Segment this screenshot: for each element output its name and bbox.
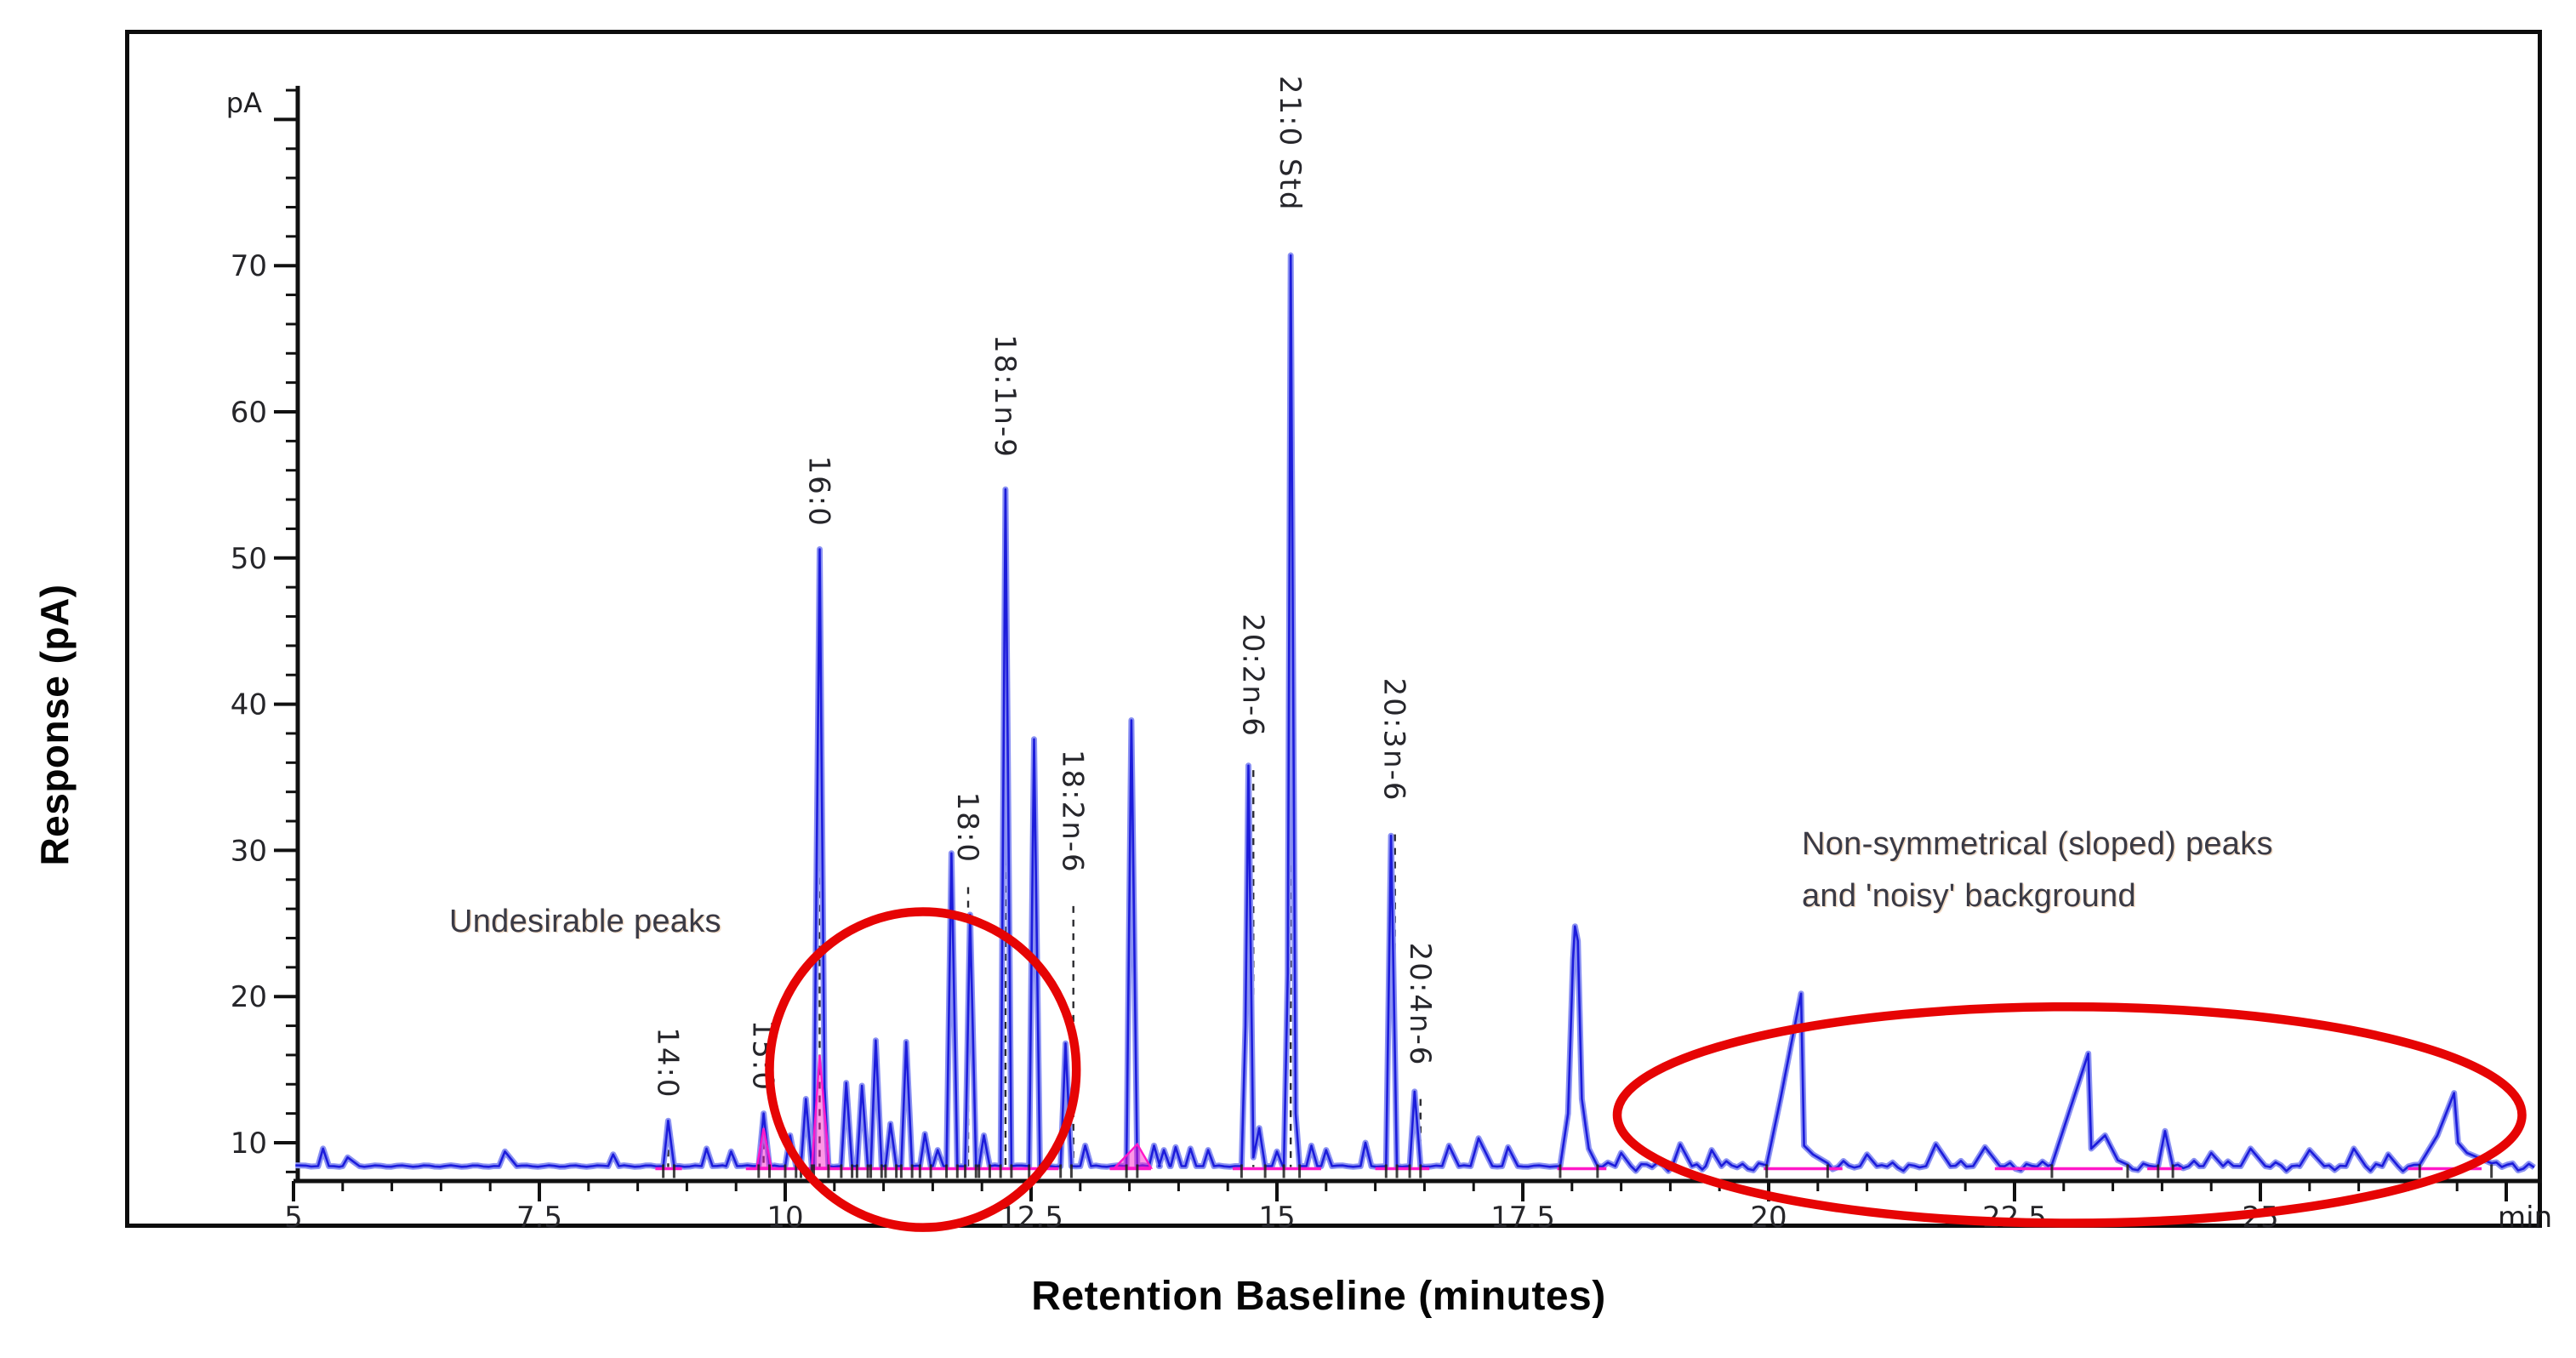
- peak-base-marker: [1059, 1164, 1063, 1178]
- peak-base-marker: [974, 1164, 977, 1178]
- peak-base-marker: [2126, 1164, 2129, 1178]
- peak-base-marker: [910, 1164, 914, 1178]
- peak-base-marker: [2050, 1164, 2054, 1178]
- x-tick-label: 5: [284, 1201, 303, 1235]
- peak-base-marker: [1765, 1164, 1769, 1178]
- peak-base-marker: [827, 1164, 830, 1178]
- peak-base-marker: [757, 1164, 761, 1178]
- peak-base-marker: [795, 1164, 798, 1178]
- x-tick-label: 7.5: [516, 1201, 562, 1235]
- peak-base-marker: [964, 1164, 967, 1178]
- peak-label: 14:0: [650, 1027, 684, 1098]
- peak-base-marker: [2157, 1164, 2160, 1178]
- peak-base-marker: [866, 1164, 869, 1178]
- peak-base-marker: [1408, 1164, 1411, 1178]
- peak-label: 20:2n-6: [1235, 613, 1269, 738]
- x-axis-title: Retention Baseline (minutes): [1031, 1274, 1606, 1319]
- peak-base-marker: [1282, 1164, 1285, 1178]
- annotation-non-symmetrical-line1: Non-symmetrical (sloped) peaks: [1802, 826, 2273, 862]
- peak-base-marker: [1240, 1164, 1243, 1178]
- peak-base-marker: [768, 1164, 772, 1178]
- annotation-non-symmetrical: Non-symmetrical (sloped) peaks and 'nois…: [1802, 819, 2273, 922]
- highlight-ellipse: [1612, 1001, 2527, 1228]
- peak-base-marker: [1136, 1164, 1139, 1178]
- peak-base-marker: [2171, 1164, 2174, 1178]
- peak-base-marker: [955, 1164, 959, 1178]
- peak-base-marker: [1395, 1164, 1399, 1178]
- peak-base-marker: [1826, 1164, 1829, 1178]
- peak-base-marker: [884, 1164, 887, 1178]
- peak-base-marker: [1028, 1164, 1031, 1178]
- peak-leader-lines-group: [667, 252, 1422, 1167]
- peak-base-marker: [851, 1164, 854, 1178]
- y-tick-label: 70: [231, 249, 267, 283]
- peak-label: 18:1n-9: [988, 334, 1022, 459]
- y-tick-label: 10: [231, 1127, 267, 1161]
- x-tick-label: 12.5: [999, 1201, 1063, 1235]
- highlight-ellipse: [765, 907, 1081, 1232]
- peak-label: 20:3n-6: [1377, 678, 1411, 802]
- annotation-undesirable-peaks: Undesirable peaks: [449, 904, 721, 939]
- peak-base-marker: [1263, 1164, 1267, 1178]
- peak-base-marker: [929, 1164, 932, 1178]
- peak-base-marker: [880, 1164, 883, 1178]
- peak-base-marker: [918, 1164, 921, 1178]
- y-tick-label: 40: [231, 688, 267, 722]
- peak-base-marker: [977, 1164, 981, 1178]
- x-tick-label: 15: [1258, 1201, 1295, 1235]
- y-tick-label: 20: [231, 980, 267, 1014]
- integration-wedge: [810, 1054, 831, 1169]
- peak-base-marker: [1559, 1164, 1562, 1178]
- peak-label: 18:2n-6: [1056, 750, 1090, 874]
- peak-label: 21:0 Std: [1273, 76, 1307, 212]
- peak-base-marker: [988, 1164, 991, 1178]
- peak-base-marker: [840, 1164, 843, 1178]
- peak-base-marker: [895, 1164, 898, 1178]
- peak-base-marker: [999, 1164, 1002, 1178]
- peak-base-marker: [662, 1164, 665, 1178]
- peak-base-marker: [1596, 1164, 1599, 1178]
- peak-base-marker: [855, 1164, 858, 1178]
- peak-base-marker: [869, 1164, 873, 1178]
- y-tick-label: 30: [231, 834, 267, 868]
- peak-base-marker: [810, 1164, 813, 1178]
- x-tick-label: 20: [1750, 1201, 1787, 1235]
- peak-base-marker: [812, 1164, 816, 1178]
- y-tick-label: 50: [231, 542, 267, 576]
- plot-border: [125, 30, 2542, 1228]
- peak-base-marker: [1419, 1164, 1422, 1178]
- peak-base-marker: [784, 1164, 787, 1178]
- highlight-ellipses-group: [765, 907, 2527, 1232]
- peak-base-marker: [2418, 1164, 2421, 1178]
- peak-label: 20:4n-6: [1403, 943, 1437, 1067]
- peak-base-marker: [1069, 1164, 1073, 1178]
- peak-base-markers-group: [662, 1164, 2493, 1178]
- annotation-non-symmetrical-line2: and 'noisy' background: [1802, 878, 2136, 914]
- integration-wedge: [1112, 1142, 1154, 1169]
- peak-base-marker: [899, 1164, 903, 1178]
- peak-base-marker: [2490, 1164, 2493, 1178]
- x-axis-unit-label: min: [2498, 1201, 2552, 1235]
- peak-base-marker: [672, 1164, 675, 1178]
- peak-base-marker: [1384, 1164, 1388, 1178]
- peak-label: 16:0: [801, 455, 835, 527]
- x-tick-label: 10: [767, 1201, 803, 1235]
- integration-wedge: [755, 1127, 773, 1169]
- peak-label: 18:0: [950, 792, 984, 864]
- y-tick-label: 60: [231, 396, 267, 430]
- peak-base-marker: [1125, 1164, 1128, 1178]
- peak-base-marker: [945, 1164, 949, 1178]
- peak-labels-group: 14:0 15:016:018:018:1n-918:2n-620:2n-621:…: [650, 76, 1436, 1099]
- peak-base-marker: [1010, 1164, 1013, 1178]
- peak-base-marker: [1298, 1164, 1302, 1178]
- x-tick-label: 17.5: [1490, 1201, 1555, 1235]
- y-axis-unit-label: pA: [226, 87, 262, 119]
